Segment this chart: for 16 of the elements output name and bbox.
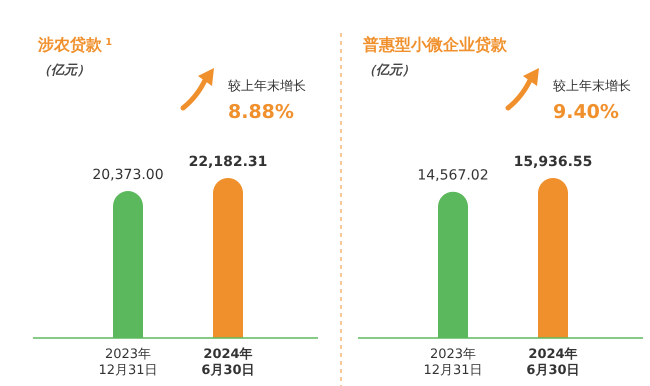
text: 较上年末增长 [553,79,631,94]
data-label: 15,936.55 [514,154,592,170]
chart-subtitle: （亿元） [363,63,415,78]
text: 9.40% [553,101,619,123]
text: 较上年末增长 [228,79,306,94]
chart-title: 普惠型小微企业贷款 [362,35,508,54]
text: 8.88% [228,101,294,123]
x-tick-label: 2023年 12月31日 [98,347,158,378]
chart-subtitle: （亿元） [38,63,90,78]
x-tick-label: 2024年 6月30日 [201,347,255,378]
chart-title: 涉农贷款$^{1}$ [37,35,112,54]
x-tick-label: 2023年 12月31日 [423,347,483,378]
x-tick-label: 2024年 6月30日 [526,347,580,378]
data-label: 22,182.31 [188,154,268,170]
data-label: 20,373.00 [92,167,164,184]
data-label: 14,567.02 [417,168,489,184]
